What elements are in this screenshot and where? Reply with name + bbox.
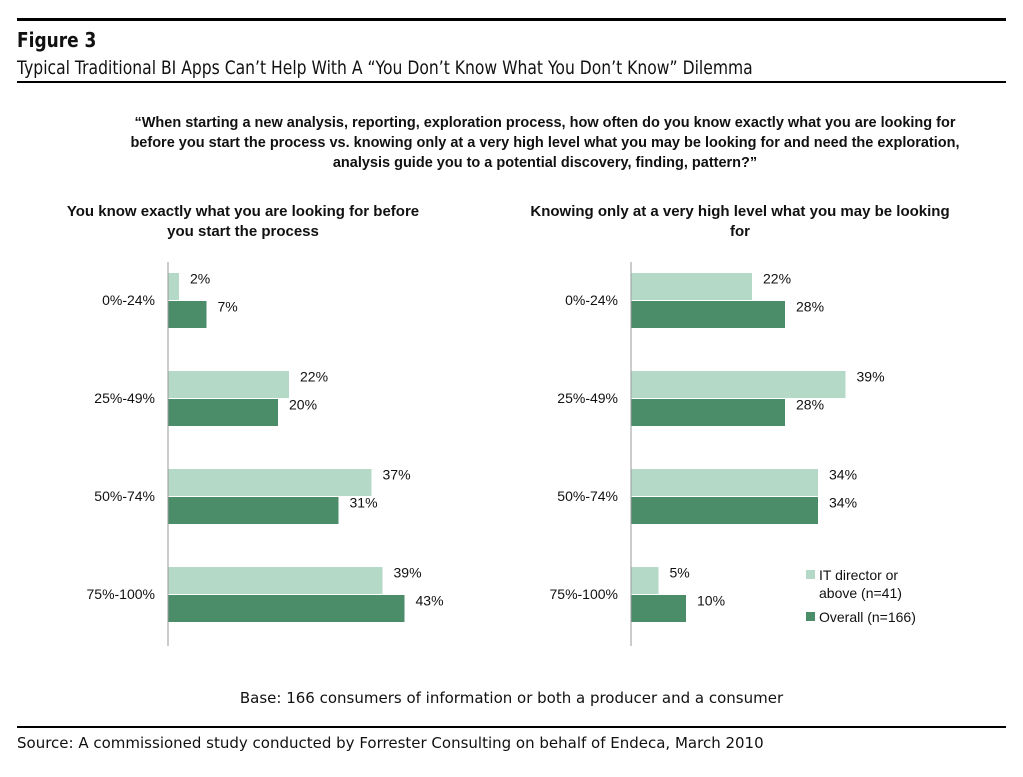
data-label: 37% <box>383 467 411 483</box>
bar <box>631 273 752 300</box>
category-label: 50%-74% <box>94 488 155 504</box>
category-label: 75%-100% <box>550 586 619 602</box>
category-label: 25%-49% <box>557 390 618 406</box>
bar <box>168 567 383 594</box>
bar <box>631 567 659 594</box>
bar <box>631 497 818 524</box>
data-label: 5% <box>670 565 690 581</box>
category-label: 50%-74% <box>557 488 618 504</box>
bar <box>168 497 339 524</box>
data-label: 34% <box>829 495 857 511</box>
source-note: Source: A commissioned study conducted b… <box>17 734 764 752</box>
figure-title: Typical Traditional BI Apps Can’t Help W… <box>17 57 753 79</box>
survey-question: “When starting a new analysis, reporting… <box>130 115 960 171</box>
source-rule <box>17 726 1006 728</box>
bar <box>168 273 179 300</box>
category-label: 0%-24% <box>102 292 155 308</box>
right-chart-title: Knowing only at a very high level what y… <box>530 203 950 240</box>
bar <box>168 301 207 328</box>
legend-label: IT director or <box>819 567 898 583</box>
data-label: 2% <box>190 271 210 287</box>
data-label: 39% <box>394 565 422 581</box>
data-label: 43% <box>416 593 444 609</box>
top-rule <box>17 18 1006 21</box>
data-label: 28% <box>796 397 824 413</box>
bar <box>168 371 289 398</box>
legend-swatch <box>806 612 815 621</box>
bar <box>168 399 278 426</box>
bar <box>631 469 818 496</box>
base-note: Base: 166 consumers of information or bo… <box>239 689 784 707</box>
data-label: 39% <box>857 369 885 385</box>
data-label: 7% <box>218 299 238 315</box>
bar <box>631 371 846 398</box>
category-label: 75%-100% <box>87 586 156 602</box>
category-label: 25%-49% <box>94 390 155 406</box>
figure-label: Figure 3 <box>17 28 97 52</box>
bar <box>631 399 785 426</box>
bar <box>168 469 372 496</box>
bar <box>631 301 785 328</box>
data-label: 10% <box>697 593 725 609</box>
data-label: 31% <box>350 495 378 511</box>
legend-swatch <box>806 570 815 579</box>
title-rule <box>17 81 1006 83</box>
data-label: 28% <box>796 299 824 315</box>
data-label: 34% <box>829 467 857 483</box>
legend-label: Overall (n=166) <box>819 609 916 625</box>
legend-label: above (n=41) <box>819 585 902 601</box>
left-chart-title: You know exactly what you are looking fo… <box>66 203 420 240</box>
bar <box>631 595 686 622</box>
data-label: 22% <box>763 271 791 287</box>
data-label: 20% <box>289 397 317 413</box>
category-label: 0%-24% <box>565 292 618 308</box>
data-label: 22% <box>300 369 328 385</box>
bar <box>168 595 405 622</box>
